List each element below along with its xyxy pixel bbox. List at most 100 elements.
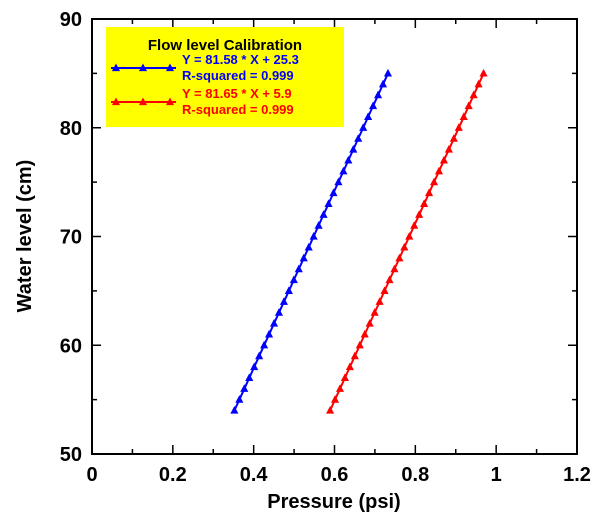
legend-marker — [111, 97, 121, 106]
x-tick-label: 0.2 — [159, 464, 187, 486]
data-point — [279, 297, 288, 305]
data-point — [464, 101, 473, 110]
legend-marker — [138, 63, 148, 72]
data-point — [444, 145, 453, 153]
legend-equation: Y = 81.65 * X + 5.9 — [182, 86, 292, 101]
x-axis-title: Pressure (psi) — [267, 491, 400, 513]
data-point — [459, 112, 468, 121]
legend-entry: Y = 81.58 * X + 25.3R-squared = 0.999 — [111, 52, 299, 83]
y-axis-title: Water level (cm) — [14, 160, 36, 313]
data-point — [284, 286, 293, 295]
data-point — [359, 123, 368, 131]
legend-marker — [165, 63, 175, 72]
data-point — [340, 373, 349, 382]
data-point — [309, 232, 318, 240]
y-tick-label: 60 — [60, 335, 82, 357]
y-tick-label: 80 — [60, 118, 82, 140]
data-point — [334, 177, 343, 186]
data-point — [355, 340, 364, 349]
data-point — [299, 253, 308, 262]
legend-marker — [111, 63, 121, 72]
x-tick-label: 1 — [491, 464, 502, 486]
data-point — [335, 384, 345, 392]
data-point — [383, 68, 393, 77]
data-point — [380, 286, 389, 295]
legend-marker — [138, 97, 148, 106]
data-point — [339, 166, 348, 175]
data-point — [469, 90, 478, 99]
data-point — [479, 68, 488, 77]
legend: Flow level Calibration Y = 81.58 * X + 2… — [106, 27, 344, 127]
data-point — [415, 210, 424, 218]
y-tick-label: 70 — [60, 227, 82, 249]
legend-entry: Y = 81.65 * X + 5.9R-squared = 0.999 — [111, 86, 294, 117]
data-point — [420, 199, 429, 208]
data-point — [410, 221, 419, 229]
legend-title: Flow level Calibration — [148, 37, 302, 54]
data-point — [326, 406, 335, 414]
data-point — [324, 199, 333, 208]
series-line — [329, 72, 485, 411]
data-point — [344, 155, 353, 164]
data-point — [385, 275, 394, 284]
legend-equation: Y = 81.58 * X + 25.3 — [182, 52, 299, 67]
data-point — [429, 177, 439, 186]
data-point — [360, 329, 369, 338]
data-point — [474, 79, 483, 88]
data-point — [405, 232, 414, 240]
x-tick-label: 0.4 — [240, 464, 269, 486]
data-point — [319, 210, 328, 218]
data-point — [255, 351, 264, 360]
data-point — [230, 406, 239, 414]
data-point — [235, 395, 244, 403]
data-point — [314, 221, 323, 229]
data-point — [260, 340, 269, 349]
data-point — [329, 188, 338, 197]
data-point — [375, 297, 384, 305]
series-blue — [230, 68, 393, 414]
data-point — [395, 253, 404, 262]
data-point — [439, 155, 448, 164]
data-point — [454, 123, 463, 131]
data-point — [265, 329, 274, 338]
x-tick-label: 0.8 — [401, 464, 429, 486]
data-point — [449, 134, 458, 142]
x-tick-label: 1.2 — [563, 464, 591, 486]
data-point — [250, 362, 259, 371]
legend-marker — [165, 97, 175, 106]
data-point — [289, 275, 298, 284]
data-point — [245, 373, 254, 382]
legend-r-squared: R-squared = 0.999 — [182, 68, 294, 83]
data-point — [378, 79, 388, 88]
data-point — [269, 319, 279, 327]
data-point — [349, 145, 358, 153]
data-point — [369, 101, 378, 110]
data-point — [400, 242, 409, 251]
data-point — [330, 395, 340, 403]
data-point — [370, 308, 379, 316]
series-red — [326, 68, 488, 414]
data-point — [365, 319, 374, 327]
data-point — [350, 351, 359, 360]
data-point — [374, 90, 383, 99]
data-point — [240, 384, 249, 392]
x-tick-label: 0.6 — [321, 464, 349, 486]
data-point — [274, 308, 284, 316]
data-point — [304, 242, 313, 251]
legend-r-squared: R-squared = 0.999 — [182, 102, 294, 117]
data-point — [434, 166, 444, 175]
data-point — [354, 134, 363, 142]
data-point — [345, 362, 354, 371]
y-tick-label: 90 — [60, 9, 82, 31]
data-point — [425, 188, 434, 197]
data-point — [390, 264, 399, 273]
plot-series — [230, 68, 488, 414]
data-point — [294, 264, 303, 273]
axes: 0 0.2 0.4 0.6 0.8 1 1.2 50 60 70 80 90 — [60, 9, 591, 486]
legend-box — [106, 27, 344, 127]
data-point — [364, 112, 373, 121]
y-tick-label: 50 — [60, 444, 82, 466]
x-tick-label: 0 — [86, 464, 97, 486]
